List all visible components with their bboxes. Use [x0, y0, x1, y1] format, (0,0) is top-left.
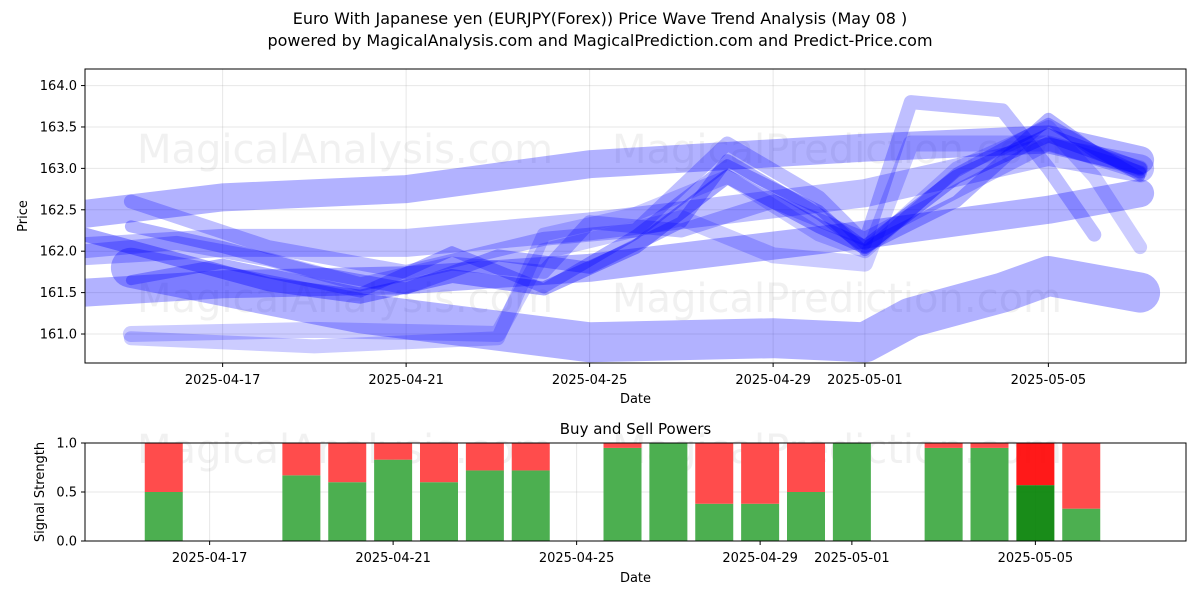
x-tick-label: 2025-05-05 [998, 551, 1074, 566]
x-tick-label: 2025-04-29 [722, 551, 798, 566]
sell-bar [695, 443, 734, 504]
x-tick-label: 2025-04-25 [539, 551, 615, 566]
buy-bar [465, 470, 504, 541]
buy-bar [282, 475, 321, 541]
buy-bar [603, 447, 642, 541]
buy-bar [924, 447, 963, 541]
y-tick-label: 163.5 [40, 120, 77, 135]
buy-bar [649, 443, 688, 541]
top-plot-frame [84, 68, 1187, 364]
buy-bar [1062, 508, 1101, 541]
buy-bar [328, 482, 367, 541]
sell-bar [144, 443, 183, 492]
buy-bar [787, 492, 825, 541]
x-axis-label: Date [620, 571, 651, 586]
watermark-text: MagicalAnalysis.com [137, 276, 553, 322]
wave-series-group [85, 95, 1161, 363]
sell-bar [374, 443, 413, 460]
wave-line-wave-1 [85, 125, 1155, 228]
sell-bar [970, 443, 1009, 448]
watermark-text: MagicalAnalysis.com [137, 127, 553, 173]
wave-line-wave-6 [124, 112, 1147, 295]
chart-title: Euro With Japanese yen (EURJPY(Forex)) P… [292, 9, 908, 28]
chart-subtitle: powered by MagicalAnalysis.com and Magic… [267, 31, 933, 50]
wave-line-wave-7 [123, 95, 1102, 279]
y-axis-label: Signal Strength [33, 442, 48, 542]
buy-bar [832, 443, 871, 541]
x-tick-label: 2025-05-05 [1011, 373, 1087, 388]
sell-bar [741, 443, 780, 504]
sell-bar [603, 443, 642, 448]
sell-bar [420, 443, 458, 483]
watermark-text: MagicalPrediction.com [612, 276, 1062, 322]
buy-bar [374, 459, 413, 541]
y-tick-label: 1.0 [56, 437, 77, 452]
bar-chart-title: Buy and Sell Powers [560, 420, 712, 438]
sell-bar [787, 443, 825, 492]
y-tick-label: 161.5 [40, 286, 77, 301]
x-axis-label: Date [620, 392, 651, 407]
sell-bar [1016, 443, 1055, 486]
sell-bar [465, 443, 504, 471]
watermark-text: MagicalPrediction.com [612, 127, 1062, 173]
x-tick-label: 2025-04-29 [735, 373, 811, 388]
y-axis-label: Price [16, 200, 31, 232]
x-tick-label: 2025-04-21 [368, 373, 444, 388]
x-tick-label: 2025-05-01 [827, 373, 903, 388]
sell-bar [924, 443, 963, 448]
wave-line-wave-9 [123, 120, 1148, 354]
wave-line-wave-2 [85, 179, 1155, 307]
buy-bar [970, 447, 1009, 541]
buy-bar [1016, 485, 1055, 541]
wave-line-wave-4 [85, 137, 1155, 266]
y-tick-label: 164.0 [40, 79, 77, 94]
y-tick-label: 0.0 [56, 535, 77, 550]
x-tick-label: 2025-05-01 [814, 551, 890, 566]
sell-bar [328, 443, 367, 483]
wave-line-wave-5 [85, 128, 1148, 304]
sell-bar [511, 443, 550, 471]
sell-bar [282, 443, 321, 476]
x-tick-label: 2025-04-21 [355, 551, 431, 566]
buy-bar [511, 470, 550, 541]
y-tick-label: 163.0 [40, 162, 77, 177]
wave-line-wave-11 [85, 136, 1148, 292]
x-tick-label: 2025-04-25 [552, 373, 628, 388]
buy-bar [144, 492, 183, 541]
sell-bar [1062, 443, 1101, 509]
buy-bar [695, 503, 734, 541]
x-tick-label: 2025-04-17 [185, 373, 261, 388]
y-tick-label: 162.5 [40, 203, 77, 218]
buy-bar [420, 482, 458, 541]
wave-line-wave-10 [125, 117, 1146, 298]
y-tick-label: 0.5 [56, 486, 77, 501]
y-tick-label: 161.0 [40, 328, 77, 343]
x-tick-label: 2025-04-17 [172, 551, 248, 566]
wave-line-wave-3 [110, 247, 1161, 363]
wave-line-wave-8 [122, 135, 1149, 342]
y-tick-label: 162.0 [40, 245, 77, 260]
buy-bar [741, 503, 780, 541]
